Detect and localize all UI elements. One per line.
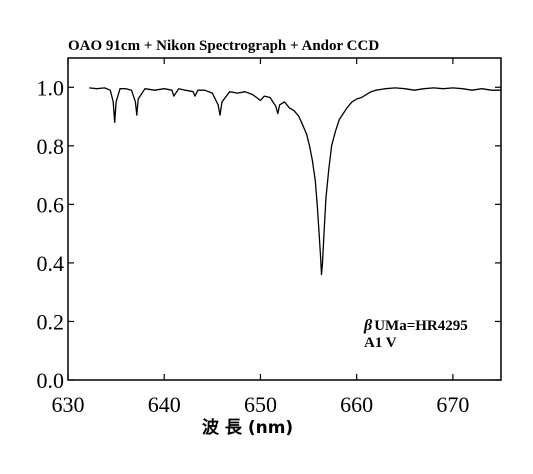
y-axis: 0.0 0.2 0.4 0.6 0.8 1.0 — [37, 75, 501, 393]
plot-frame — [67, 57, 502, 381]
y-tick-label: 0.6 — [37, 192, 65, 217]
star-annotation: β UMa=HR4295 A1 V — [363, 317, 468, 351]
spectral-type-label: A1 V — [364, 335, 397, 351]
chart-title: OAO 91cm + Nikon Spectrograph + Andor CC… — [68, 38, 379, 54]
star-name-label: β UMa=HR4295 — [363, 317, 468, 334]
spectrum-line — [89, 87, 501, 276]
x-tick-label: 660 — [340, 392, 373, 417]
x-tick-label: 640 — [148, 392, 181, 417]
y-tick-label: 0.0 — [37, 368, 65, 393]
x-axis: 630 640 650 660 670 — [52, 58, 469, 417]
y-tick-label: 1.0 — [37, 75, 65, 100]
x-tick-label: 630 — [52, 392, 85, 417]
x-tick-label: 670 — [436, 392, 469, 417]
star-greek-letter: β — [363, 317, 373, 334]
y-tick-label: 0.2 — [37, 309, 65, 334]
x-tick-label: 650 — [244, 392, 277, 417]
y-tick-label: 0.4 — [37, 251, 65, 276]
x-axis-label: 波 長 (nm) — [202, 417, 293, 438]
star-designation: UMa=HR4295 — [374, 318, 468, 334]
y-tick-label: 0.8 — [37, 134, 65, 159]
